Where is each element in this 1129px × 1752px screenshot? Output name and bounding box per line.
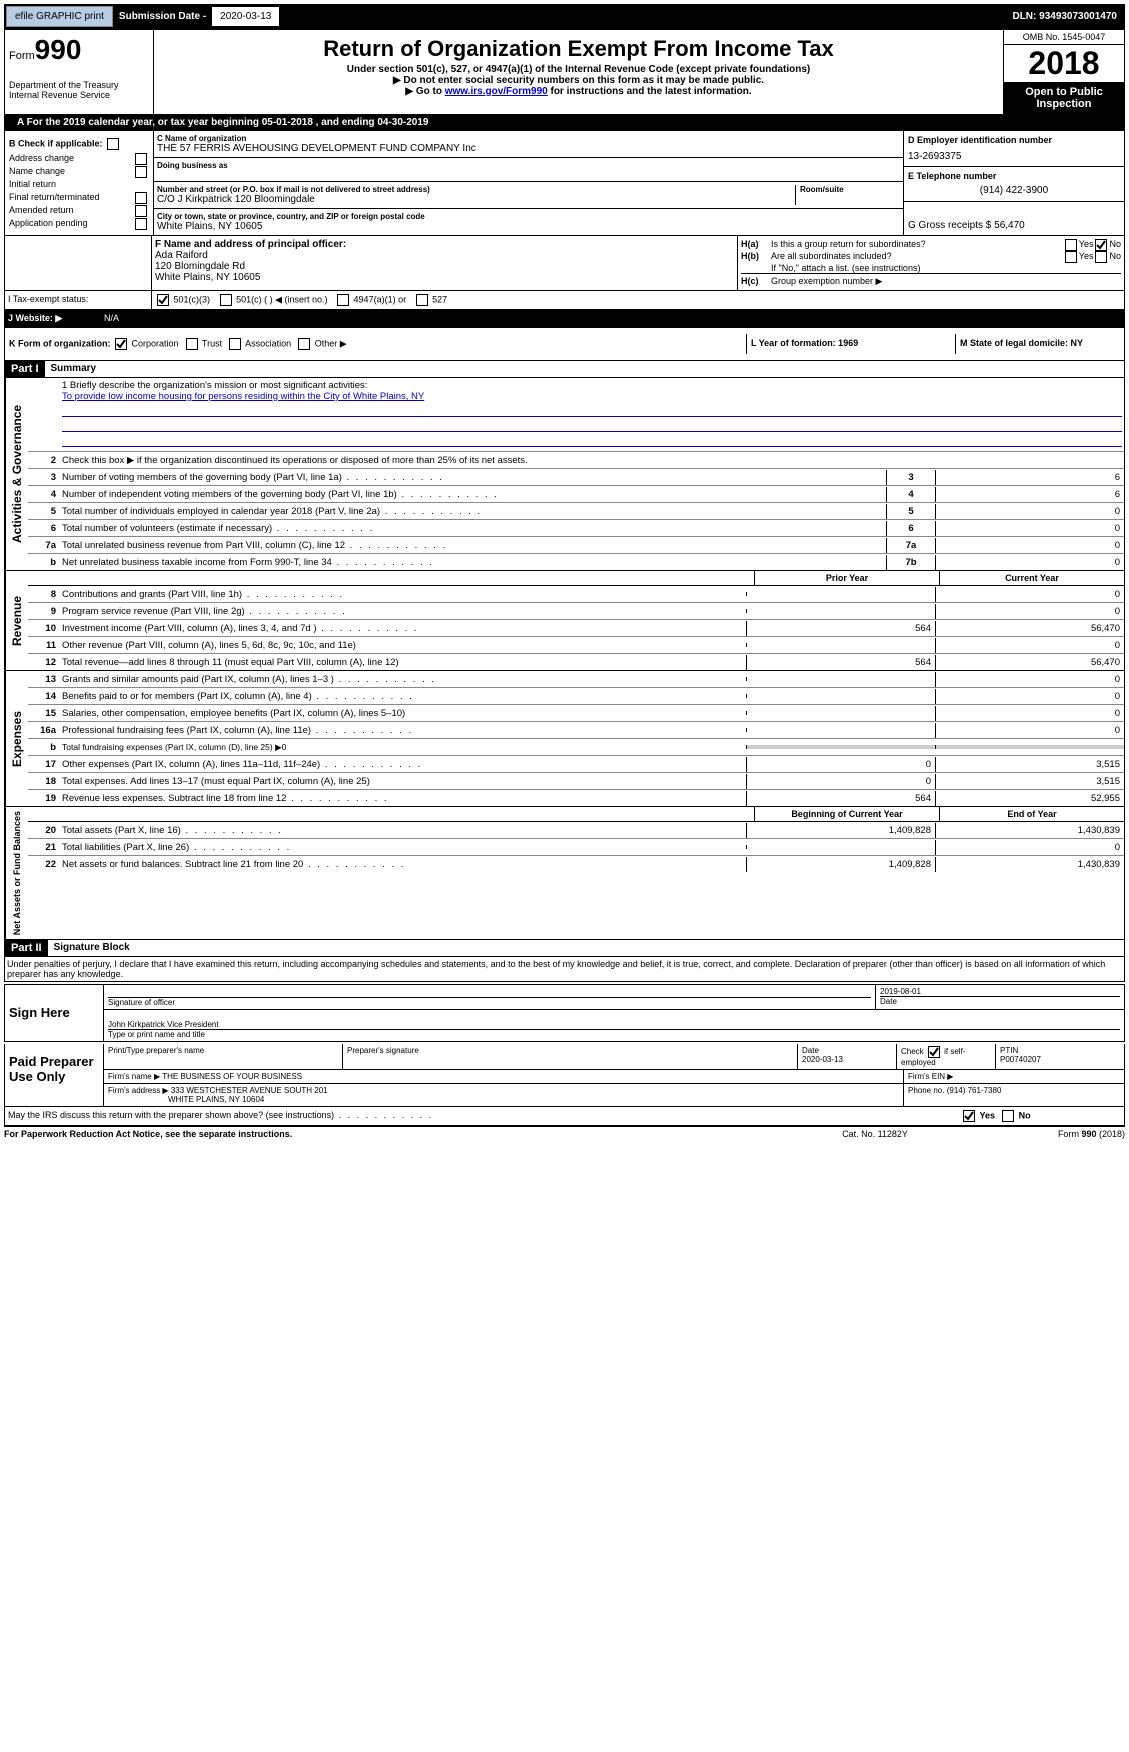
org-name: THE 57 FERRIS AVEHOUSING DEVELOPMENT FUN… — [157, 143, 900, 154]
tax-year: 2018 — [1004, 45, 1124, 82]
row-f-h: F Name and address of principal officer:… — [4, 236, 1125, 291]
open-public: Open to Public Inspection — [1004, 82, 1124, 114]
top-bar: efile GRAPHIC print Submission Date - 20… — [4, 4, 1125, 29]
part2-header: Part II — [5, 940, 48, 956]
entity-info: B Check if applicable: Address change Na… — [4, 131, 1125, 236]
part1-header: Part I — [5, 361, 45, 377]
paperwork-notice: For Paperwork Reduction Act Notice, see … — [4, 1129, 775, 1139]
subtitle-3: ▶ Go to www.irs.gov/Form990 for instruct… — [158, 86, 999, 97]
street-label: Number and street (or P.O. box if mail i… — [157, 185, 795, 194]
officer-addr1: 120 Blomingdale Rd — [155, 261, 734, 272]
perjury-declaration: Under penalties of perjury, I declare th… — [4, 957, 1125, 982]
page-footer: For Paperwork Reduction Act Notice, see … — [4, 1126, 1125, 1139]
dba-label: Doing business as — [157, 161, 900, 170]
ein-label: D Employer identification number — [908, 135, 1120, 145]
expenses-section: Expenses 13Grants and similar amounts pa… — [4, 671, 1125, 807]
dept-treasury: Department of the Treasury — [9, 80, 149, 90]
dln: DLN: 93493073001470 — [1012, 11, 1123, 22]
col-b-checkboxes: B Check if applicable: Address change Na… — [5, 131, 154, 235]
form-title: Return of Organization Exempt From Incom… — [158, 36, 999, 62]
part1-title: Summary — [45, 361, 103, 377]
form-number: 990 — [35, 34, 82, 65]
tel: (914) 422-3900 — [908, 185, 1120, 196]
website-label: J Website: ▶ — [8, 313, 62, 323]
exp-vert-label: Expenses — [5, 671, 28, 806]
sign-here-label: Sign Here — [5, 985, 104, 1041]
revenue-section: Revenue Prior YearCurrent Year 8Contribu… — [4, 571, 1125, 671]
officer-addr2: White Plains, NY 10605 — [155, 272, 734, 283]
firm-name: THE BUSINESS OF YOUR BUSINESS — [162, 1072, 302, 1081]
city: White Plains, NY 10605 — [157, 221, 900, 232]
website-val: N/A — [101, 310, 122, 327]
paid-prep-label: Paid Preparer Use Only — [5, 1044, 104, 1106]
preparer-phone: Phone no. (914) 761-7380 — [904, 1084, 1124, 1106]
cat-no: Cat. No. 11282Y — [775, 1129, 975, 1139]
form-header: Form990 Department of the Treasury Inter… — [4, 29, 1125, 115]
state-domicile: M State of legal domicile: NY — [960, 338, 1083, 348]
irs-link[interactable]: www.irs.gov/Form990 — [445, 86, 548, 97]
rev-vert-label: Revenue — [5, 571, 28, 670]
dept-irs: Internal Revenue Service — [9, 90, 149, 100]
tax-status-label: I Tax-exempt status: — [5, 291, 152, 309]
net-assets-section: Net Assets or Fund Balances Beginning of… — [4, 807, 1125, 940]
officer-signed: John Kirkpatrick Vice President — [108, 1012, 1120, 1030]
tel-label: E Telephone number — [908, 171, 1120, 181]
ein: 13-2693375 — [908, 151, 1120, 162]
subtitle-1: Under section 501(c), 527, or 4947(a)(1)… — [158, 64, 999, 75]
discuss-question: May the IRS discuss this return with the… — [8, 1110, 961, 1122]
gross-receipts: G Gross receipts $ 56,470 — [908, 220, 1120, 231]
na-vert-label: Net Assets or Fund Balances — [5, 807, 28, 939]
officer-name: Ada Raiford — [155, 250, 734, 261]
part2-title: Signature Block — [48, 940, 136, 956]
org-name-label: C Name of organization — [157, 134, 900, 143]
city-label: City or town, state or province, country… — [157, 212, 900, 221]
room-label: Room/suite — [800, 185, 900, 194]
efile-print-button[interactable]: efile GRAPHIC print — [6, 6, 113, 27]
form-prefix: Form — [9, 50, 35, 62]
subtitle-2: ▶ Do not enter social security numbers o… — [158, 75, 999, 86]
form-footer: Form 990 (2018) — [975, 1129, 1125, 1139]
omb-number: OMB No. 1545-0047 — [1004, 30, 1124, 45]
street: C/O J Kirkpatrick 120 Bloomingdale — [157, 194, 795, 205]
submission-date: 2020-03-13 — [212, 7, 279, 26]
gov-vert-label: Activities & Governance — [5, 378, 28, 570]
year-formation: L Year of formation: 1969 — [751, 338, 858, 348]
sign-here-block: Sign Here Signature of officer 2019-08-0… — [4, 984, 1125, 1042]
mission-link[interactable]: To provide low income housing for person… — [62, 391, 424, 402]
paid-preparer-block: Paid Preparer Use Only Print/Type prepar… — [4, 1044, 1125, 1107]
governance-section: Activities & Governance 1 Briefly descri… — [4, 378, 1125, 571]
submission-date-label: Submission Date - — [119, 11, 206, 22]
row-a-tax-year: A For the 2019 calendar year, or tax yea… — [4, 115, 1125, 131]
officer-label: F Name and address of principal officer: — [155, 239, 346, 250]
